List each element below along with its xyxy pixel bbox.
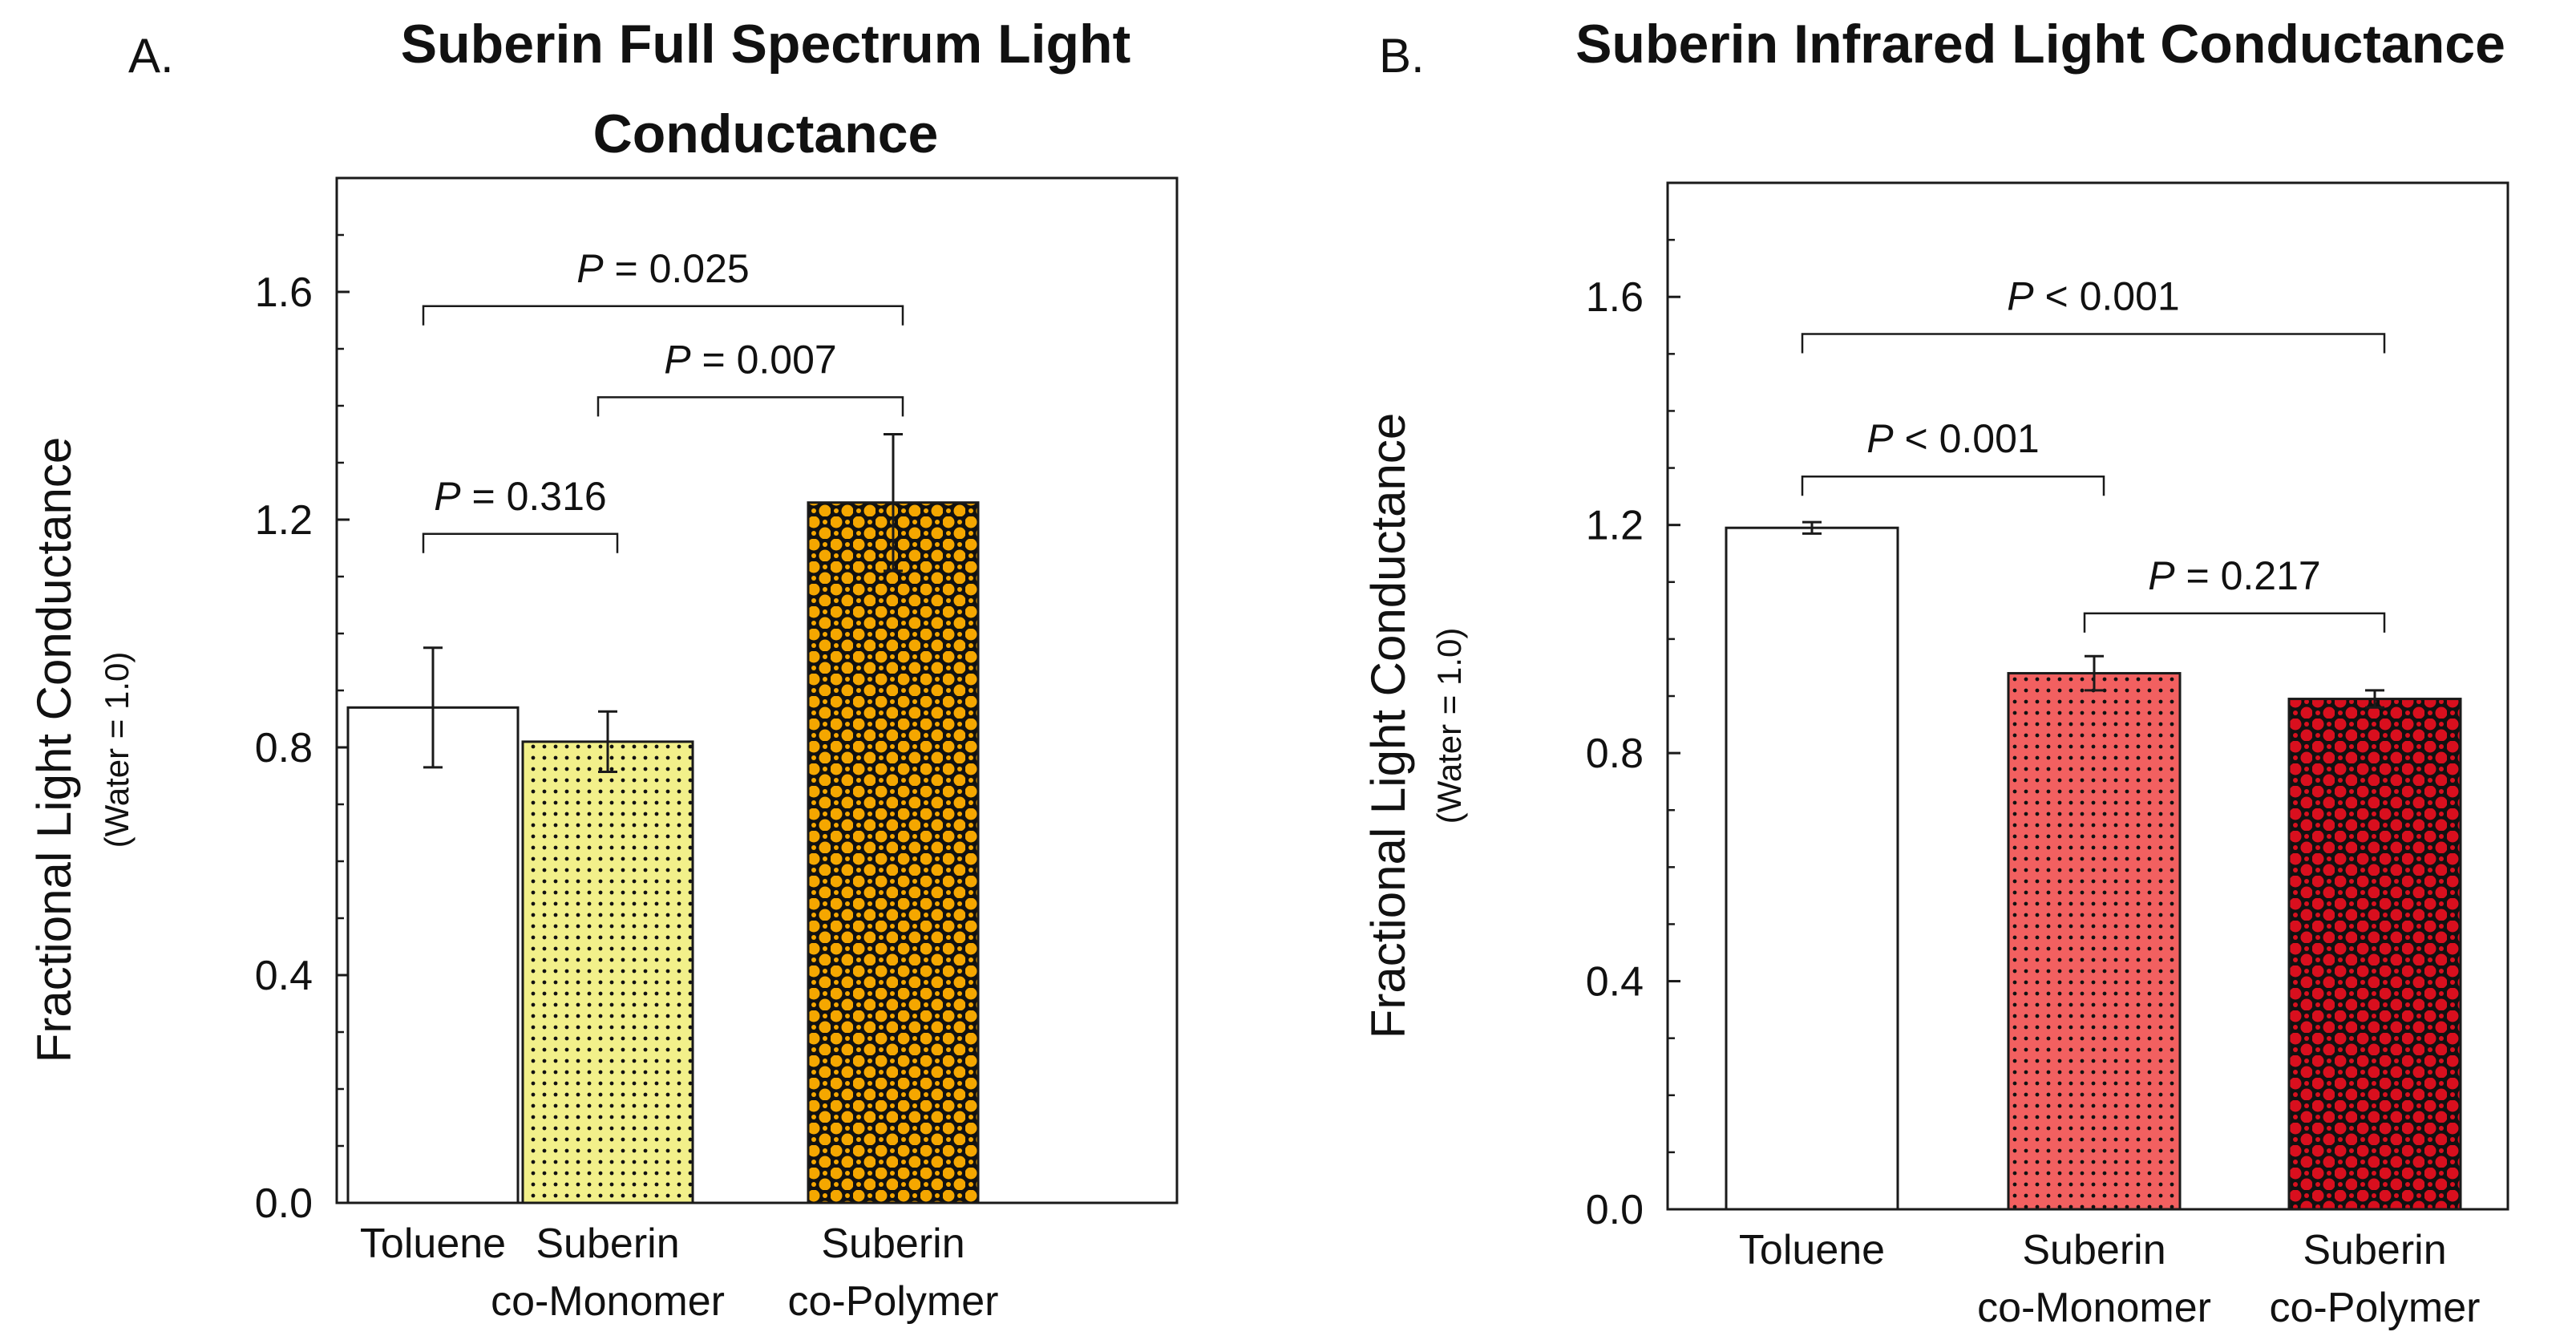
y-axis-label: Fractional Light Conductance — [27, 437, 81, 1063]
bar-1 — [2007, 672, 2182, 1211]
p-value: = 0.316 — [461, 474, 607, 519]
p-value-label: P = 0.217 — [2148, 553, 2320, 598]
error-bars — [1802, 520, 2384, 709]
y-tick-label: 0.4 — [1586, 959, 1644, 1006]
p-value: = 0.025 — [604, 246, 750, 291]
panel-b: B. Suberin Infrared Light Conductance Fr… — [1361, 14, 2509, 1331]
category-label-line1: Suberin — [536, 1221, 679, 1267]
p-symbol: P — [434, 474, 461, 519]
x-axis-categories: Toluene Suberin co-Monomer Suberin co-Polyme… — [360, 1221, 999, 1325]
category-label-line1: Toluene — [1739, 1227, 1885, 1273]
p-value-label: P < 0.001 — [2007, 273, 2179, 318]
p-value: < 0.001 — [1894, 416, 2040, 461]
y-axis-ticks: 0.0 0.4 0.8 1.2 1.6 — [255, 233, 350, 1227]
x-axis-categories: Toluene Suberin co-Monomer Suberin co-Polyme… — [1739, 1227, 2481, 1331]
p-symbol: P — [576, 246, 604, 291]
panel-a: A. Suberin Full Spectrum Light Conductan… — [27, 14, 1179, 1325]
bar-2 — [807, 501, 980, 1204]
category-label-line1: Suberin — [2022, 1227, 2166, 1273]
category-label-line1: Suberin — [821, 1221, 964, 1267]
significance-bracket — [422, 305, 904, 326]
p-value-label: P = 0.316 — [434, 474, 606, 519]
bar-0 — [346, 706, 520, 1204]
category-label-line2: co-Monomer — [1977, 1285, 2211, 1331]
panel-letter: A. — [128, 29, 174, 83]
chart-title-line-2: Conductance — [593, 103, 939, 164]
panel-letter: B. — [1379, 29, 1425, 83]
category-label-line1: Toluene — [360, 1221, 506, 1267]
y-tick-label: 0.8 — [255, 725, 313, 771]
significance-bracket — [2083, 612, 2386, 633]
y-tick-label: 0.0 — [255, 1180, 313, 1227]
category-label-line2: co-Monomer — [491, 1278, 725, 1325]
bar-0 — [1725, 526, 1899, 1211]
y-axis-sublabel: (Water = 1.0) — [1430, 628, 1468, 824]
y-axis-sublabel: (Water = 1.0) — [98, 652, 135, 848]
significance-bracket — [596, 396, 904, 417]
y-tick-label: 1.6 — [255, 269, 313, 316]
category-label-line2: co-Polymer — [2270, 1285, 2481, 1331]
p-symbol: P — [1866, 416, 1894, 461]
p-value-label: P < 0.001 — [1866, 416, 2039, 461]
significance-bracket — [422, 532, 619, 553]
chart-title-line-1: Suberin Full Spectrum Light — [401, 14, 1130, 75]
p-value: = 0.007 — [691, 337, 837, 382]
significance-bracket — [1801, 475, 2105, 496]
y-tick-label: 1.6 — [1586, 274, 1644, 321]
p-value: = 0.217 — [2175, 553, 2321, 598]
error-bars — [423, 433, 903, 774]
category-label-line1: Suberin — [2303, 1227, 2446, 1273]
y-tick-label: 0.8 — [1586, 731, 1644, 777]
y-tick-label: 0.0 — [1586, 1187, 1644, 1233]
bars — [346, 501, 980, 1204]
y-tick-label: 0.4 — [255, 953, 313, 999]
y-tick-label: 1.2 — [255, 497, 313, 544]
p-symbol: P — [664, 337, 691, 382]
p-value: < 0.001 — [2034, 273, 2180, 318]
p-symbol: P — [2148, 553, 2175, 598]
category-label-line2: co-Polymer — [788, 1278, 999, 1325]
y-axis-label: Fractional Light Conductance — [1361, 413, 1415, 1038]
p-symbol: P — [2007, 273, 2034, 318]
p-value-label: P = 0.007 — [664, 337, 836, 382]
chart-title-line-1: Suberin Infrared Light Conductance — [1575, 14, 2505, 75]
p-value-label: P = 0.025 — [576, 246, 749, 291]
bar-1 — [521, 740, 694, 1204]
bar-2 — [2287, 698, 2462, 1211]
significance-bracket — [1801, 333, 2386, 354]
y-tick-label: 1.2 — [1586, 503, 1644, 549]
bars — [1725, 526, 2462, 1211]
y-axis-ticks: 0.0 0.4 0.8 1.2 1.6 — [1586, 238, 1680, 1233]
